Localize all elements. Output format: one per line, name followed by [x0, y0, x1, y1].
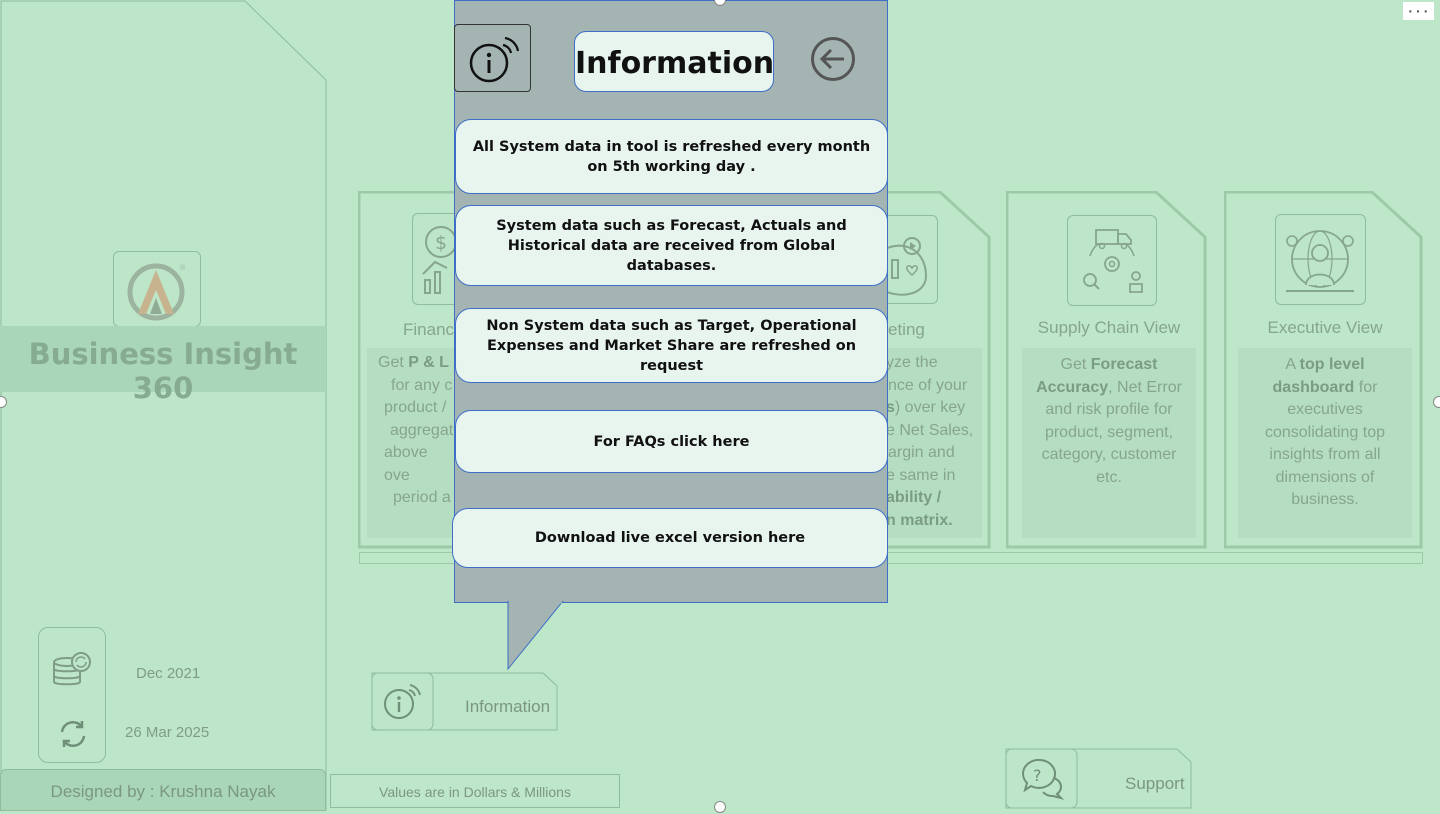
executive-text-bold: top level dashboard — [1272, 356, 1365, 396]
executive-card-title[interactable]: Executive View — [1267, 318, 1383, 337]
marketing-text-line-5: argin and — [888, 444, 955, 461]
executive-card-frame — [1224, 191, 1423, 549]
support-chat-icon: ? — [1021, 758, 1065, 800]
company-logo: ® — [113, 251, 201, 327]
popup-pointer-tail — [507, 601, 564, 671]
finance-text-line-4: aggregat — [390, 421, 454, 439]
supply-chain-text-bold: Forecast Accuracy — [1036, 356, 1158, 396]
finance-dollar-icon: $ — [422, 226, 457, 294]
information-button-frame — [371, 672, 558, 731]
information-popup — [454, 0, 888, 603]
marketing-text-line-3: ) over key — [894, 399, 966, 416]
finance-text-bold: P & L — [408, 354, 449, 371]
executive-icon-box — [1275, 214, 1366, 305]
designer-credit: Designed by : Krushna Nayak — [0, 769, 326, 811]
designer-credit-text: Designed by : Krushna Nayak — [50, 782, 276, 801]
data-month-label: Dec 2021 — [136, 665, 201, 682]
info-message-refresh: All System data in tool is refreshed eve… — [455, 119, 888, 194]
finance-card-frame — [358, 191, 458, 549]
finance-text-line-6: period a — [393, 489, 451, 506]
svg-text:?: ? — [1033, 766, 1042, 785]
support-button-label: Support — [1125, 774, 1185, 793]
last-refresh-date: 26 Mar 2025 — [125, 724, 210, 741]
supply-chain-text-pre: Get — [1060, 356, 1091, 373]
app-title: Business Insight 360 — [28, 337, 298, 405]
more-options-icon[interactable]: ··· — [1403, 1, 1434, 21]
svg-text:®: ® — [180, 264, 186, 272]
download-excel-button[interactable]: Download live excel version here — [452, 508, 888, 568]
resize-handle-bottom[interactable] — [714, 801, 726, 813]
executive-text-pre: A — [1285, 356, 1300, 373]
supply-chain-card-frame — [1006, 191, 1207, 549]
database-refresh-icon — [53, 652, 91, 686]
back-arrow-icon — [811, 37, 855, 81]
marketing-text-line-2: nce of your — [888, 376, 968, 394]
marketing-text-line-7: ability / — [886, 489, 942, 506]
finance-text-line-5: above ove — [384, 444, 428, 484]
popup-info-icon — [469, 36, 520, 83]
finance-text-line-3: product / — [384, 399, 447, 416]
marketing-card-text: yze the nce of your s) over key e Net Sa… — [886, 352, 982, 532]
finance-card-title[interactable]: Financ — [403, 320, 455, 339]
marketing-text-line-8: n matrix. — [886, 511, 953, 529]
finance-card-body-bg — [367, 348, 457, 538]
marketing-icon-box — [886, 215, 938, 304]
supply-chain-card-title[interactable]: Supply Chain View — [1037, 318, 1181, 337]
info-icon — [384, 684, 421, 719]
information-button-label: Information — [465, 697, 551, 716]
finance-card-text: Get P & L for any c product / aggregat a… — [370, 352, 456, 510]
info-message-system-data: System data such as Forecast, Actuals an… — [455, 205, 888, 286]
supply-chain-truck-icon — [1083, 229, 1143, 293]
supply-chain-text-post: , Net Error and risk profile for product… — [1041, 378, 1182, 486]
faq-link-button[interactable]: For FAQs click here — [455, 410, 888, 473]
marketing-card-body-bg — [886, 348, 982, 538]
support-button-frame — [1005, 748, 1192, 809]
left-panel-outline — [0, 0, 327, 811]
info-message-non-system-data: Non System data such as Target, Operatio… — [455, 308, 888, 383]
marketing-card-frame — [887, 191, 991, 549]
marketing-text-line-6: e same in — [886, 466, 956, 484]
finance-text-line-2: for any c — [391, 376, 453, 394]
finance-icon-box: $ — [412, 213, 457, 305]
refresh-icon[interactable] — [57, 718, 89, 750]
marketing-text-line-4: e Net Sales, — [886, 421, 974, 439]
popup-title: Information — [574, 31, 774, 92]
values-note-box: Values are in Dollars & Millions — [330, 774, 620, 808]
resize-handle-right[interactable] — [1433, 396, 1440, 408]
values-note: Values are in Dollars & Millions — [379, 784, 571, 800]
marketing-video-icon — [886, 237, 928, 296]
information-button[interactable]: Information — [371, 672, 558, 731]
marketing-card-title[interactable]: eting — [888, 320, 925, 339]
popup-info-icon-box — [454, 24, 531, 92]
supply-chain-card-text: Get Forecast Accuracy, Net Error and ris… — [1022, 348, 1196, 538]
executive-card-text: A top level dashboard for executives con… — [1238, 348, 1412, 538]
cards-footer-strip — [359, 552, 1423, 564]
marketing-text-line-1: yze the — [886, 354, 938, 371]
svg-text:$: $ — [435, 232, 447, 254]
refresh-info-box — [38, 627, 106, 763]
executive-text-post: for executives consolidating top insight… — [1264, 378, 1386, 509]
executive-globe-person-icon — [1286, 230, 1354, 292]
back-button[interactable] — [810, 36, 856, 82]
finance-text-line-1: Get — [378, 354, 409, 371]
support-button[interactable]: ? Support — [1005, 748, 1192, 809]
supply-chain-icon-box — [1067, 215, 1157, 306]
marketing-text-bold-s: s — [886, 399, 895, 416]
title-band — [0, 326, 326, 392]
